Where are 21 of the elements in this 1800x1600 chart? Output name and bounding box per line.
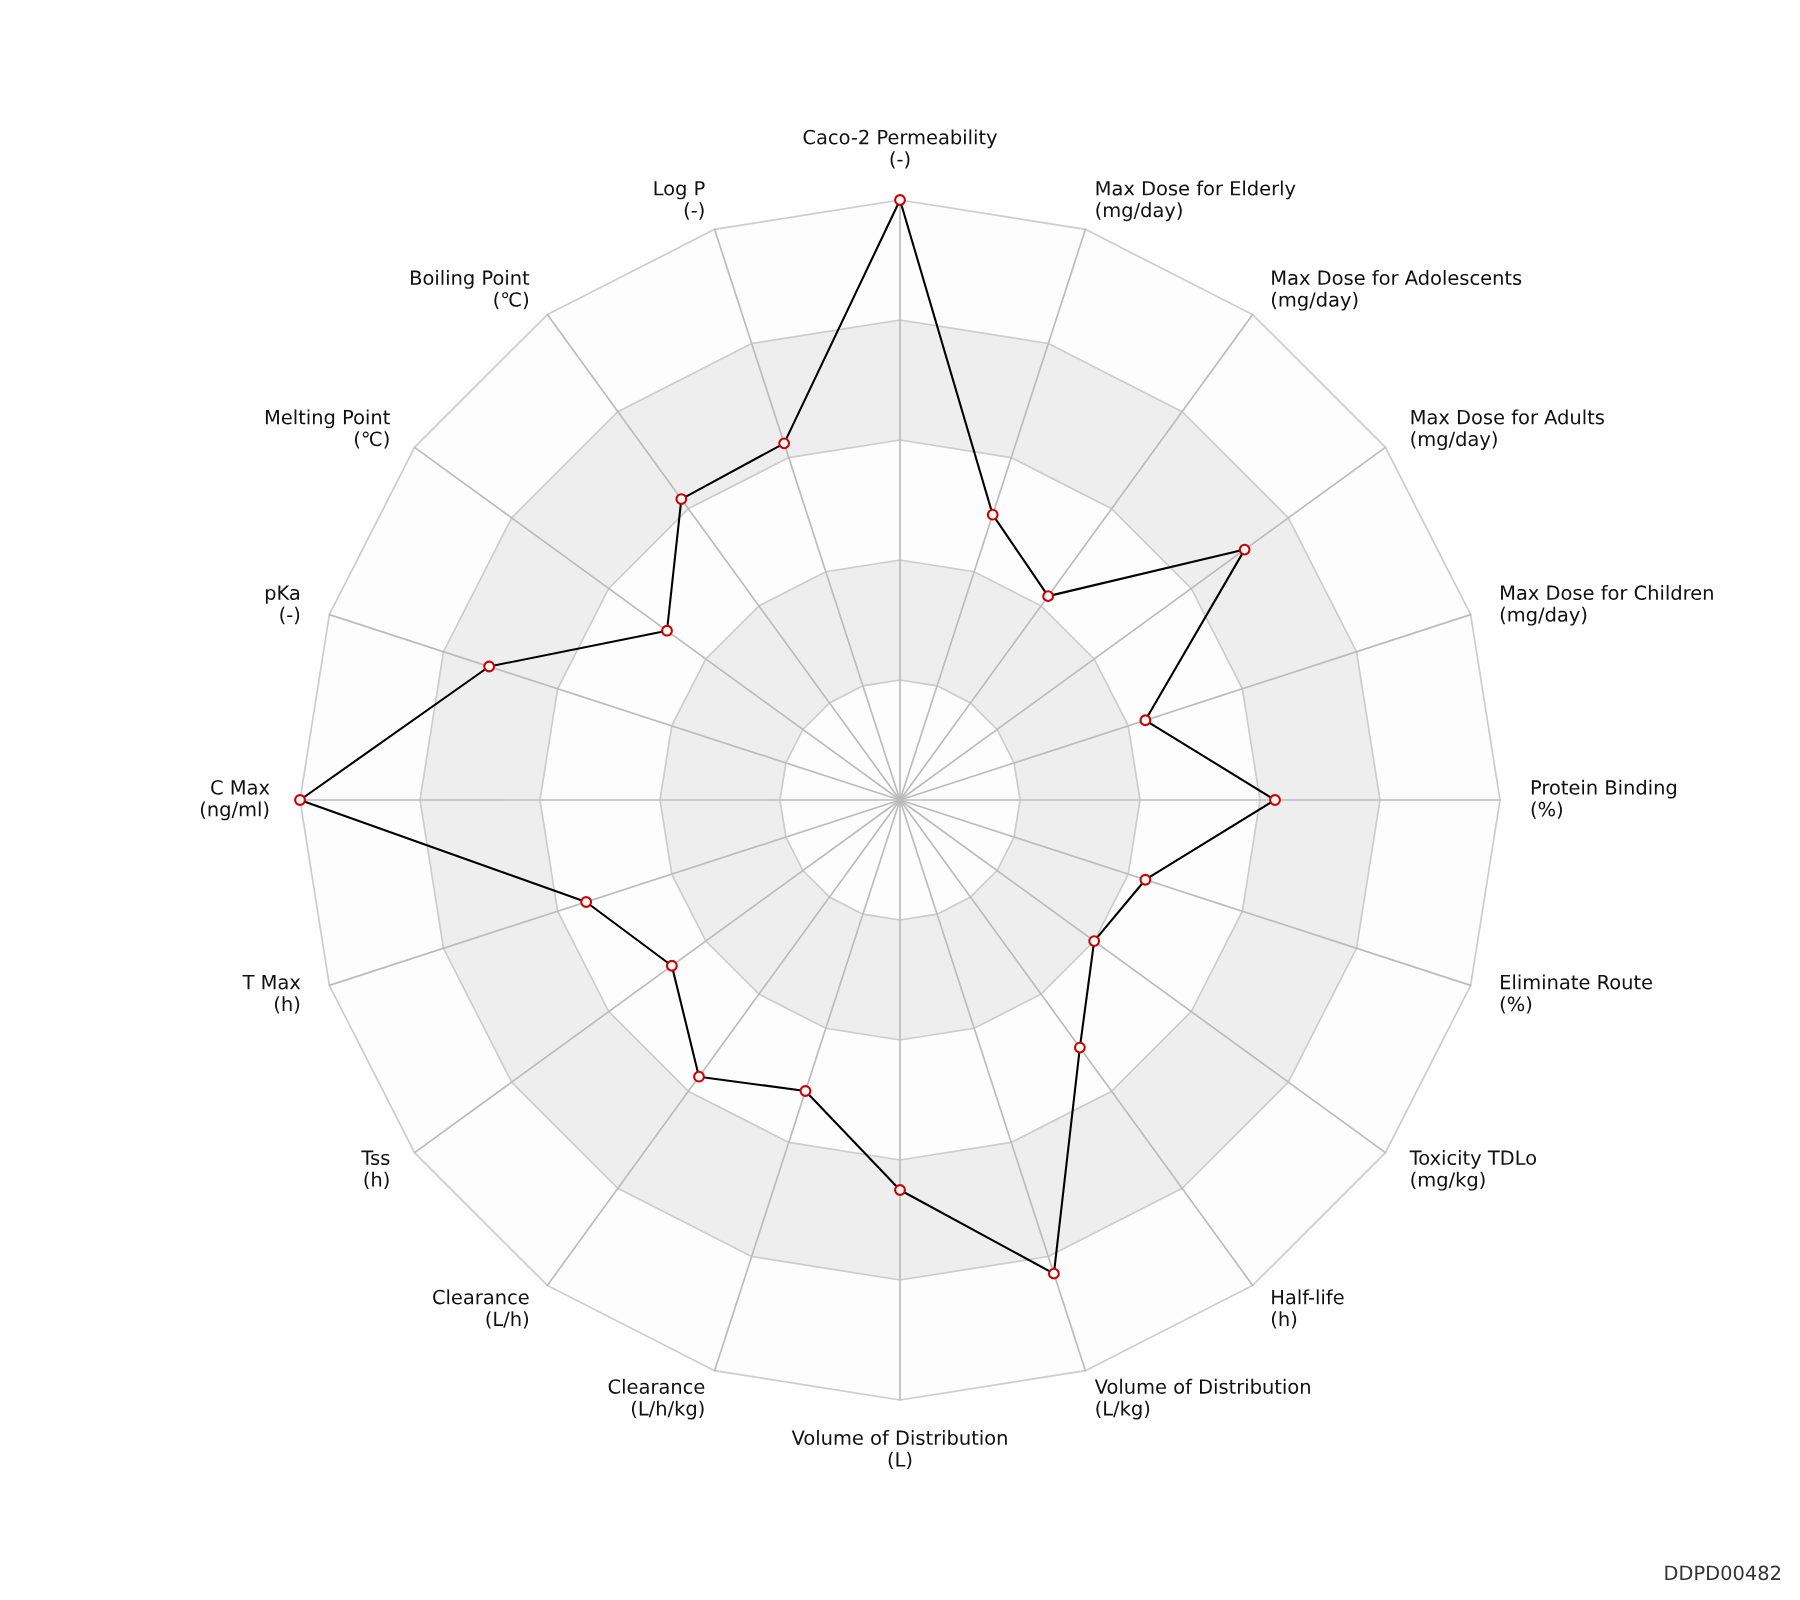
text: DDPD00482 xyxy=(1665,1565,1781,1581)
spoke-label: C Max (ng/ml) xyxy=(200,780,270,821)
spoke-label: Melting Point (℃) xyxy=(265,409,390,449)
spoke-label: Boiling Point (℃) xyxy=(411,270,530,310)
spoke-label: Max Dose for Adolescents (mg/day) xyxy=(1271,270,1522,311)
spoke-label: Eliminate Route (%) xyxy=(1500,974,1653,1014)
spoke-label: Caco-2 Permeability (-) xyxy=(803,129,997,169)
spoke-label: Max Dose for Elderly (mg/day) xyxy=(1096,180,1296,222)
spoke-label: Volume of Distribution (L) xyxy=(791,1430,1007,1470)
spoke-label: pKa (-) xyxy=(265,585,300,625)
spoke-label: Clearance (L/h) xyxy=(433,1289,529,1329)
spoke-label: Max Dose for Adults (mg/day) xyxy=(1411,409,1604,450)
spoke-label: Toxicity TDLo (mg/kg) xyxy=(1409,1150,1537,1191)
spoke-label: T Max (h) xyxy=(242,974,301,1014)
spoke-label: Volume of Distribution (L/kg) xyxy=(1094,1378,1310,1420)
spoke-label: Tss (h) xyxy=(361,1150,390,1190)
spoke-label: Half-life (h) xyxy=(1271,1289,1344,1329)
spoke-label: Max Dose for Children (mg/day) xyxy=(1500,585,1713,626)
spoke-label: Protein Binding (%) xyxy=(1531,779,1677,819)
spoke-label: Log P (-) xyxy=(654,181,705,220)
spoke-label: Clearance (L/h/kg) xyxy=(608,1378,705,1420)
